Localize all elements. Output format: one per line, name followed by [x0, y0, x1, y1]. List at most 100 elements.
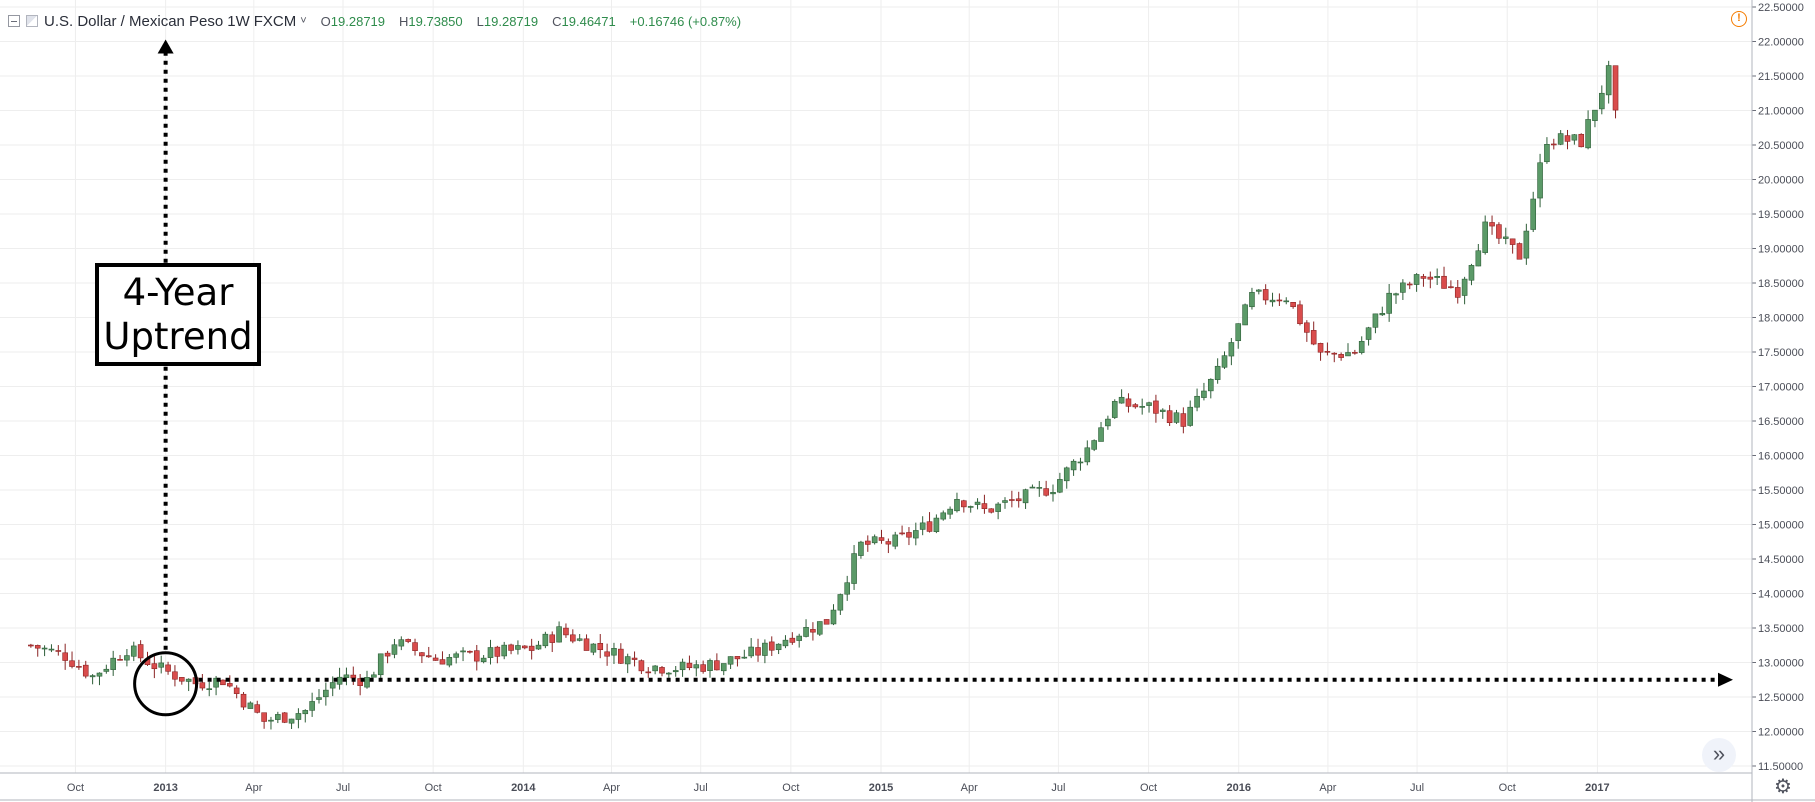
candle-body [316, 697, 322, 700]
candle [576, 634, 583, 642]
candle-body [48, 648, 55, 651]
candle-body [631, 657, 638, 660]
candle [796, 633, 802, 648]
y-tick-label: 15.50000 [1758, 485, 1804, 497]
candle [1393, 292, 1399, 304]
candle [172, 665, 178, 687]
candle [1331, 352, 1338, 363]
candle-body [158, 662, 165, 668]
candle [240, 692, 247, 710]
candle [343, 667, 350, 686]
y-tick-label: 16.00000 [1758, 451, 1804, 463]
candle-body [1338, 354, 1344, 358]
candle [1221, 351, 1228, 369]
candle [981, 494, 988, 514]
candle-body [1345, 352, 1351, 357]
x-tick-label: Apr [603, 782, 620, 794]
chart-grid [0, 0, 1752, 773]
candle-body [1509, 238, 1516, 245]
candle [82, 660, 89, 679]
candle-body [1146, 402, 1152, 406]
symbol-name[interactable]: U.S. Dollar / Mexican Peso [44, 12, 224, 30]
candle [1468, 263, 1475, 286]
candle-body [830, 609, 837, 625]
y-tick-label: 13.50000 [1758, 623, 1804, 635]
candle-body [1420, 276, 1427, 279]
x-tick-label: Oct [782, 782, 799, 794]
candle [652, 665, 658, 675]
candle [425, 646, 432, 658]
candle-body [1358, 341, 1365, 353]
candle [281, 712, 288, 724]
candle-body [961, 500, 967, 508]
candle-body [995, 503, 1001, 512]
candle [487, 639, 494, 665]
candle [1578, 133, 1585, 148]
candle [542, 631, 549, 649]
candle [158, 655, 165, 674]
interval-label[interactable]: 1W [227, 12, 250, 30]
candle-body [1352, 352, 1358, 354]
candle [206, 681, 213, 697]
annotation-line-1: 4-Year [122, 270, 234, 314]
candle [1557, 130, 1564, 146]
candle [1413, 273, 1420, 292]
y-tick-label: 19.00000 [1758, 244, 1804, 256]
candle-body [1585, 119, 1591, 149]
candle-body [227, 683, 233, 687]
candle-body [618, 648, 624, 664]
candle [1173, 409, 1180, 424]
warning-icon[interactable]: ! [1731, 11, 1747, 27]
candle-body [172, 671, 178, 680]
candle-body [1544, 144, 1550, 163]
candle-body [1269, 299, 1276, 303]
candle [1448, 280, 1454, 289]
candle-body [1550, 143, 1557, 146]
x-tick-label: Oct [425, 782, 442, 794]
candle [1502, 227, 1509, 245]
candle-body [556, 626, 562, 643]
x-tick-label: Jul [1410, 782, 1424, 794]
candle [1098, 422, 1104, 442]
candle [69, 651, 75, 669]
annotation-line-2: Uptrend [103, 314, 253, 358]
candle-body [604, 651, 610, 657]
candle [405, 638, 411, 644]
candle-body [460, 650, 466, 653]
chevron-down-icon[interactable]: ˅ [300, 15, 307, 27]
candle-body [940, 512, 947, 520]
candle-body [549, 634, 556, 643]
candle-body [775, 643, 782, 651]
up-arrowhead [157, 39, 174, 54]
candle-body [55, 650, 62, 652]
candle-body [1454, 287, 1461, 298]
candle-body [432, 657, 439, 661]
candle [693, 660, 700, 677]
candle-body [748, 646, 754, 657]
candle-body [1461, 278, 1468, 296]
candle [570, 629, 576, 644]
x-tick-label: Oct [1140, 782, 1157, 794]
candle-body [1228, 342, 1235, 357]
candle-body [570, 634, 576, 642]
candle [1015, 491, 1022, 508]
candle-body [1187, 406, 1194, 426]
collapse-icon[interactable] [8, 15, 20, 27]
candle-body [1283, 300, 1290, 303]
candle-body [686, 662, 693, 669]
double-chevron-right-icon[interactable]: » [1702, 738, 1736, 772]
candle-body [535, 644, 542, 650]
candle [1304, 320, 1310, 342]
candle [268, 716, 274, 730]
candle [1358, 336, 1365, 355]
candle [611, 642, 617, 665]
gear-icon[interactable]: ⚙ [1774, 776, 1792, 798]
candle-body [1262, 289, 1269, 301]
candle [1262, 284, 1269, 305]
candle [1256, 289, 1262, 295]
candle-body [1207, 378, 1214, 392]
source-label[interactable]: FXCM [253, 12, 297, 30]
x-tick-label: Oct [1499, 782, 1516, 794]
candle [1235, 323, 1242, 349]
